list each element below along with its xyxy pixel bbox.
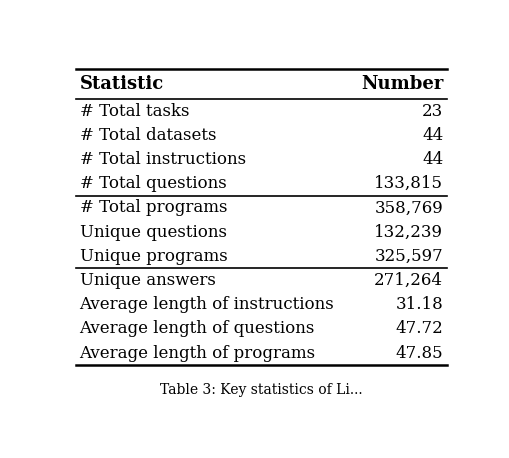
Text: 132,239: 132,239 [374,224,442,240]
Text: 325,597: 325,597 [374,248,442,265]
Text: Table 3: Key statistics of Li...: Table 3: Key statistics of Li... [160,383,362,397]
Text: 358,769: 358,769 [374,200,442,217]
Text: 44: 44 [421,127,442,144]
Text: Statistic: Statistic [79,75,163,93]
Text: Average length of programs: Average length of programs [79,345,315,362]
Text: # Total questions: # Total questions [79,175,226,192]
Text: Number: Number [360,75,442,93]
Text: # Total tasks: # Total tasks [79,103,189,120]
Text: Unique programs: Unique programs [79,248,227,265]
Text: Unique questions: Unique questions [79,224,226,240]
Text: 133,815: 133,815 [374,175,442,192]
Text: # Total programs: # Total programs [79,200,227,217]
Text: Average length of questions: Average length of questions [79,321,315,338]
Text: Average length of instructions: Average length of instructions [79,296,334,313]
Text: Unique answers: Unique answers [79,272,215,289]
Text: 271,264: 271,264 [374,272,442,289]
Text: 47.85: 47.85 [395,345,442,362]
Text: 31.18: 31.18 [394,296,442,313]
Text: # Total instructions: # Total instructions [79,151,245,168]
Text: 44: 44 [421,151,442,168]
Text: 23: 23 [421,103,442,120]
Text: 47.72: 47.72 [394,321,442,338]
Text: # Total datasets: # Total datasets [79,127,216,144]
